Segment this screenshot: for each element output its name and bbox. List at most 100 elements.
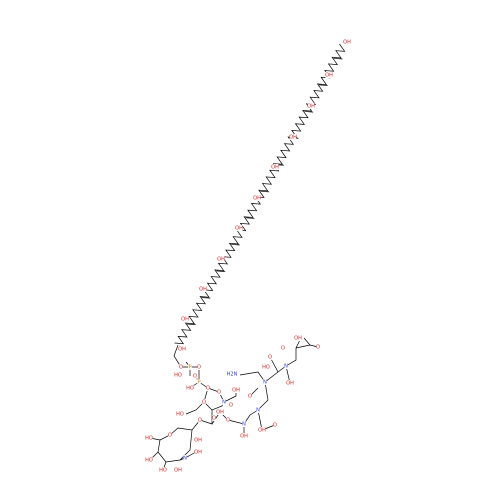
label-bg (217, 389, 221, 395)
label-bg (199, 286, 207, 292)
atom-label: OH (174, 468, 182, 474)
label-bg (174, 467, 182, 473)
double-bond (260, 190, 270, 193)
atom-label: O (248, 394, 252, 400)
label-bg (206, 385, 210, 391)
label-bg (263, 379, 267, 385)
label-bg (325, 72, 333, 78)
atom-label: N (242, 422, 246, 428)
atom-label: P (188, 365, 191, 371)
label-bg (262, 364, 270, 370)
atom-label: N (263, 380, 267, 386)
label-bg (216, 409, 224, 415)
label-bg (212, 415, 216, 421)
atom-label: OH (194, 438, 202, 444)
label-bg (145, 435, 153, 441)
atom-label: OH (258, 428, 266, 434)
label-bg (343, 39, 351, 45)
atom-label: O (193, 374, 197, 380)
atom-label: HO (145, 436, 153, 442)
label-bg (294, 335, 302, 341)
label-bg (273, 422, 277, 428)
label-bg (178, 346, 186, 352)
atom-label: OH (235, 226, 243, 232)
label-bg (145, 457, 153, 463)
atom-label: N (183, 456, 187, 462)
atom-label: O (202, 400, 206, 406)
atom-label: O (316, 345, 320, 351)
label-bg (186, 385, 194, 391)
label-bg (202, 399, 206, 405)
label-bg (174, 372, 182, 378)
label-bg (229, 402, 233, 408)
atom-label: HO (186, 386, 194, 392)
double-bond (304, 111, 314, 113)
atom-label: N (256, 408, 260, 414)
label-bg (235, 225, 243, 231)
label-bg (286, 380, 294, 386)
atom-label: HO (159, 468, 167, 474)
double-bond (216, 270, 226, 272)
atom-label: HO (174, 373, 182, 379)
label-bg (188, 364, 192, 370)
atom-label: HO (145, 458, 153, 464)
label-bg (258, 427, 266, 433)
atom-label: OH (286, 381, 294, 387)
label-bg (222, 399, 226, 405)
label-bg (198, 417, 202, 423)
atom-label: OH (271, 165, 279, 171)
label-bg (159, 467, 167, 473)
label-bg (271, 164, 279, 170)
label-bg (284, 363, 288, 369)
bond (211, 371, 269, 425)
label-bg (179, 364, 183, 370)
atom-label: OH (199, 287, 207, 293)
label-bg (181, 316, 189, 322)
atom-label: OH (232, 388, 240, 394)
label-bg (248, 393, 252, 399)
label-bg (183, 455, 187, 461)
label-bg (232, 387, 240, 393)
atom-label: O (179, 365, 183, 371)
label-bg (217, 256, 225, 262)
double-bond (318, 84, 328, 86)
label-bg (197, 379, 201, 385)
label-bg (226, 371, 238, 377)
label-bg (193, 373, 197, 379)
double-bond (230, 243, 240, 246)
atom-label: O (212, 416, 216, 422)
label-bg (197, 364, 201, 370)
atom-label: HO (176, 412, 184, 418)
atom-label: OH (343, 40, 351, 46)
label-bg (307, 103, 315, 109)
atom-label: N (284, 364, 288, 370)
double-bond (333, 57, 343, 60)
atom-label: OH (289, 135, 297, 141)
double-bond (245, 217, 255, 219)
atom-label: O (217, 390, 221, 396)
label-bg (168, 432, 172, 438)
atom-label: O (268, 355, 272, 361)
bond (295, 344, 319, 349)
atom-label: O (226, 418, 230, 424)
prenyl-chain (174, 43, 346, 345)
bond (185, 401, 205, 415)
atom-label: O (281, 346, 285, 352)
label-bg (289, 134, 297, 140)
bond (173, 344, 182, 368)
label-bg (226, 417, 230, 423)
label-bg (253, 195, 261, 201)
atom-label: OH (181, 317, 189, 323)
atom-label: OH (194, 450, 202, 456)
atom-label: OH (240, 434, 248, 440)
label-bg (194, 449, 202, 455)
label-bg (240, 433, 248, 439)
atom-label: OH (325, 73, 333, 79)
bond (303, 337, 311, 346)
label-bg (176, 411, 184, 417)
atom-label: O (273, 423, 277, 429)
double-bond (186, 323, 196, 326)
double-bond (201, 297, 211, 299)
label-bg (268, 354, 272, 360)
